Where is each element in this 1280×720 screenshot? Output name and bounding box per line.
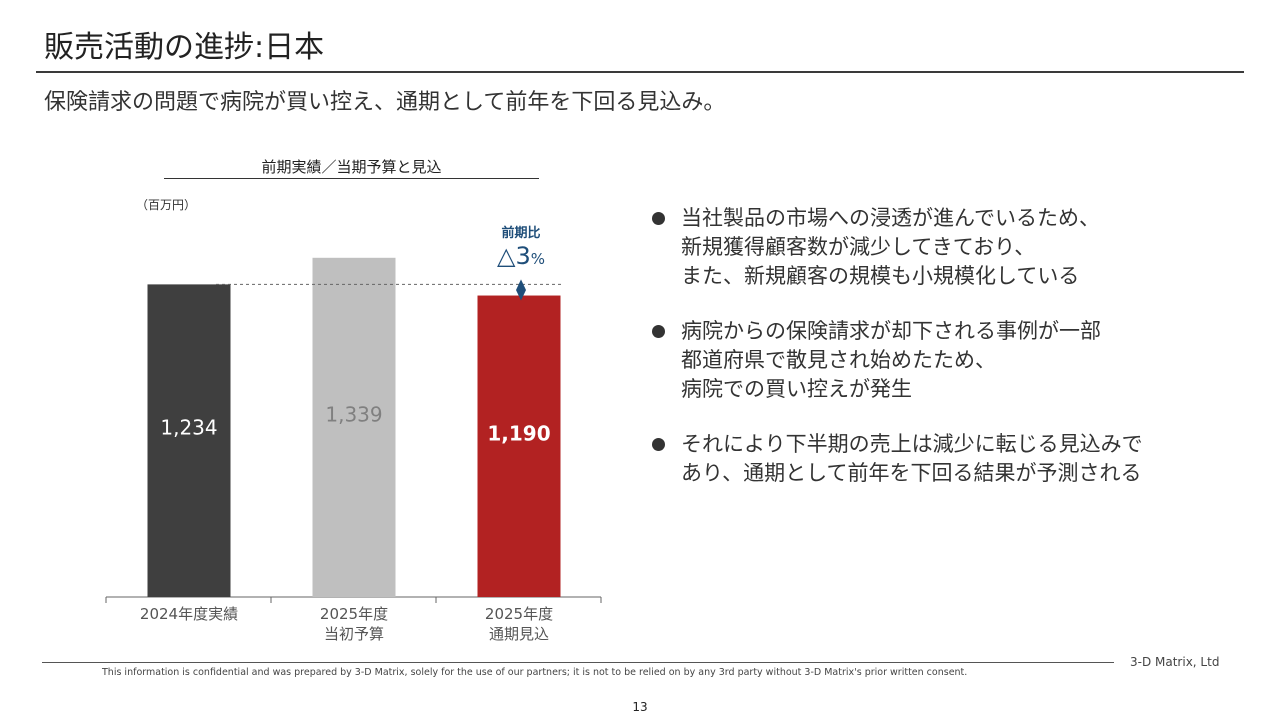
bullet-dot-icon <box>652 212 665 225</box>
bullet-item: それにより下半期の売上は減少に転じる見込みで あり、通期として前年を下回る結果が予… <box>652 430 1252 488</box>
footer-divider <box>42 662 1114 663</box>
x-tick-label-line2: 通期見込 <box>489 625 549 643</box>
yoy-change-value: △3% <box>497 242 545 270</box>
bullet-text: また、新規顧客の規模も小規模化している <box>681 264 1080 288</box>
bullet-text: 都道府県で散見され始めたため、 <box>681 348 996 372</box>
page-number: 13 <box>632 700 648 714</box>
bullet-dot-icon <box>652 325 665 338</box>
page-subtitle: 保険請求の問題で病院が買い控え、通期として前年を下回る見込み。 <box>44 90 726 115</box>
company-name: 3-D Matrix, Ltd <box>1130 655 1220 669</box>
title-divider <box>36 71 1244 73</box>
change-marker-icon <box>516 279 526 301</box>
bullet-text: 病院での買い控えが発生 <box>681 377 912 401</box>
bullet-text: 当社製品の市場への浸透が進んでいるため、 <box>681 206 1100 230</box>
bullet-item: 病院からの保険請求が却下される事例が一部 都道府県で散見され始めたため、 病院での買… <box>652 317 1252 404</box>
x-tick-label: 2025年度 <box>320 605 388 623</box>
bar-value-label: 1,190 <box>487 421 550 445</box>
page-title: 販売活動の進捗:日本 <box>44 30 325 65</box>
bullet-dot-icon <box>652 438 665 451</box>
bullet-text: 病院からの保険請求が却下される事例が一部 <box>681 319 1101 343</box>
bar <box>477 295 561 597</box>
bullet-text: それにより下半期の売上は減少に転じる見込みで <box>681 432 1143 456</box>
confidentiality-notice: This information is confidential and was… <box>102 667 968 678</box>
x-tick-label-line2: 当初予算 <box>324 625 384 643</box>
bullet-text: 新規獲得顧客数が減少してきており、 <box>681 235 1036 259</box>
bar <box>147 284 231 597</box>
x-tick-label: 2025年度 <box>485 605 553 623</box>
yoy-label: 前期比 <box>501 225 540 241</box>
chart-title-underline <box>164 178 539 179</box>
bar-value-label: 1,234 <box>160 416 217 440</box>
bullet-list: 当社製品の市場への浸透が進んでいるため、 新規獲得顧客数が減少してきており、また、… <box>652 204 1252 514</box>
bar-value-label: 1,339 <box>325 402 382 426</box>
chart-title: 前期実績／当期予算と見込 <box>261 158 442 176</box>
bar <box>312 257 396 597</box>
bullet-text: あり、通期として前年を下回る結果が予測される <box>681 461 1142 485</box>
x-tick-label: 2024年度実績 <box>140 605 238 623</box>
bullet-item: 当社製品の市場への浸透が進んでいるため、 新規獲得顧客数が減少してきており、また、… <box>652 204 1252 291</box>
chart-unit-label: （百万円） <box>136 198 197 212</box>
